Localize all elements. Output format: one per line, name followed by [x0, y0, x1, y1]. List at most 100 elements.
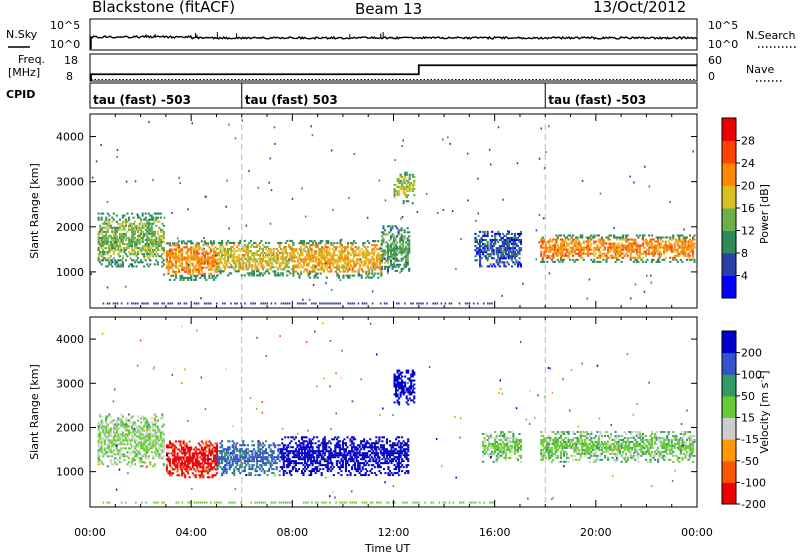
scatter-cell	[231, 254, 234, 257]
scatter-cell	[673, 254, 676, 257]
scatter-cell	[564, 236, 567, 239]
scatter-cell	[500, 261, 503, 264]
scatter-cell	[274, 444, 277, 447]
scatter-cell	[628, 244, 631, 247]
scatter-cell	[143, 253, 146, 256]
scatter-cell	[254, 254, 257, 257]
scatter-cell	[590, 242, 593, 245]
scatter-cell	[221, 256, 224, 259]
ground-echo	[347, 302, 350, 305]
scatter-cell	[664, 248, 667, 251]
scatter-cell	[287, 454, 290, 457]
scatter-cell	[398, 179, 401, 182]
scatter-cell	[118, 218, 121, 221]
scatter-cell	[386, 251, 390, 254]
scatter-cell	[404, 171, 407, 174]
scatter-cell	[581, 246, 584, 249]
scatter-cell	[114, 423, 117, 426]
scatter-cell	[282, 454, 285, 457]
scatter-cell	[144, 433, 147, 436]
scatter-cell	[277, 256, 280, 259]
scatter-cell	[550, 258, 553, 261]
scatter-cell	[182, 458, 185, 461]
scatter-cell	[126, 463, 129, 466]
scatter-cell	[679, 244, 682, 247]
scatter-cell	[613, 250, 616, 253]
scatter-cell	[161, 449, 164, 452]
scatter-cell	[167, 266, 170, 269]
scatter-cell	[132, 429, 135, 432]
scatter-cell	[108, 439, 111, 442]
scatter-cell	[129, 417, 132, 420]
scatter-cell	[602, 240, 605, 243]
scatter-cell	[121, 257, 124, 260]
scatter-cell	[691, 238, 695, 241]
scatter-cell	[582, 250, 585, 253]
scatter-cell	[690, 250, 693, 253]
scatter-cell	[676, 252, 679, 255]
scatter-cell	[114, 443, 117, 446]
scatter-cell	[187, 268, 190, 271]
scatter-cell	[134, 421, 137, 424]
sparse-echo	[348, 196, 350, 199]
nave-tick-bottom: 0	[708, 70, 715, 83]
scatter-cell	[205, 450, 208, 453]
scatter-cell	[274, 460, 277, 463]
scatter-cell	[211, 448, 214, 451]
scatter-cell	[269, 260, 272, 263]
scatter-cell	[287, 464, 290, 467]
scatter-cell	[106, 212, 109, 215]
scatter-cell	[271, 468, 274, 471]
scatter-cell	[386, 255, 390, 258]
ground-echo	[311, 302, 313, 305]
scatter-cell	[233, 470, 236, 473]
scatter-cell	[115, 453, 118, 456]
scatter-cell	[541, 256, 544, 259]
scatter-cell	[152, 255, 155, 258]
scatter-cell	[141, 236, 144, 239]
ground-echo	[319, 302, 321, 305]
scatter-cell	[153, 234, 156, 237]
scatter-cell	[491, 234, 494, 237]
scatter-cell	[351, 244, 354, 247]
scatter-cell	[388, 239, 391, 242]
scatter-cell	[620, 256, 623, 259]
scatter-cell	[158, 435, 161, 438]
scatter-cell	[233, 472, 236, 475]
scatter-cell	[123, 425, 126, 428]
scatter-cell	[120, 433, 123, 436]
scatter-cell	[277, 454, 280, 457]
scatter-cell	[555, 234, 558, 237]
scatter-cell	[516, 261, 520, 264]
scatter-cell	[174, 260, 178, 263]
scatter-cell	[302, 248, 306, 251]
scatter-cell	[245, 268, 248, 271]
scatter-cell	[185, 446, 188, 449]
scatter-cell	[678, 238, 681, 241]
ground-echo	[371, 302, 374, 305]
scatter-cell	[130, 457, 134, 460]
scatter-cell	[127, 238, 131, 242]
scatter-cell	[394, 245, 397, 248]
scatter-cell	[124, 238, 128, 242]
scatter-cell	[196, 260, 199, 263]
scatter-cell	[599, 242, 602, 245]
scatter-cell	[200, 258, 203, 261]
scatter-cell	[569, 258, 572, 261]
scatter-cell	[540, 238, 543, 241]
scatter-cell	[130, 463, 134, 466]
scatter-cell	[221, 252, 224, 255]
scatter-cell	[212, 242, 216, 245]
scatter-cell	[614, 244, 617, 247]
scatter-cell	[144, 218, 147, 221]
scatter-cell	[105, 222, 108, 225]
scatter-cell	[138, 261, 141, 264]
scatter-cell	[402, 177, 405, 180]
scatter-cell	[173, 278, 176, 281]
scatter-cell	[117, 435, 120, 438]
scatter-cell	[255, 274, 259, 277]
scatter-cell	[129, 425, 132, 428]
scatter-cell	[115, 431, 118, 434]
scatter-cell	[217, 252, 221, 255]
